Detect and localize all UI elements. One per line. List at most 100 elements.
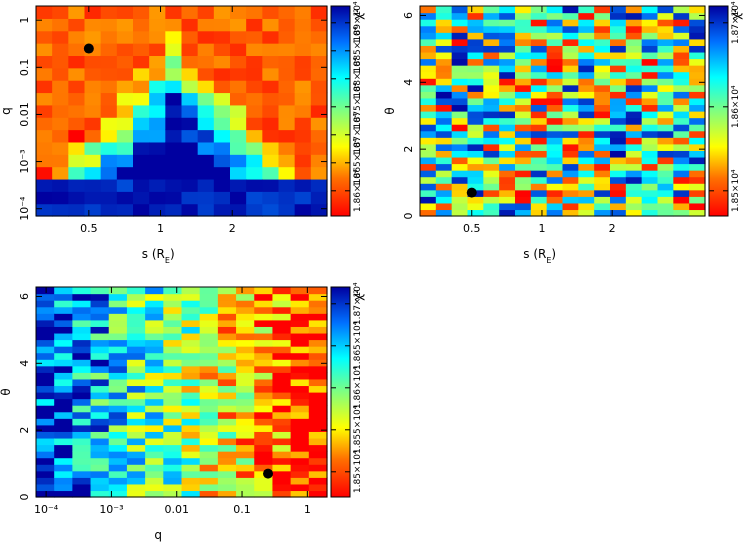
heatmap-cell <box>625 32 643 40</box>
heatmap-cell <box>673 183 690 191</box>
heatmap-cell <box>578 78 595 86</box>
heatmap-cell <box>290 437 310 446</box>
heatmap-cell <box>420 12 437 20</box>
heatmap-cell <box>36 444 55 452</box>
heatmap-cell <box>451 176 469 184</box>
heatmap-cell <box>54 470 73 478</box>
heatmap-cell <box>108 352 128 360</box>
heatmap-cell <box>149 55 166 69</box>
heatmap-cell <box>278 6 296 19</box>
heatmap-cell <box>36 141 53 155</box>
heatmap-cell <box>116 30 134 44</box>
y-tick-label: 10⁻³ <box>18 149 31 173</box>
heatmap-cell <box>530 19 548 27</box>
heatmap-cell <box>72 339 92 347</box>
heatmap-cell <box>689 38 706 46</box>
heatmap-cell <box>246 203 263 217</box>
heatmap-cell <box>610 176 627 184</box>
y-axis-label: θ <box>383 107 397 114</box>
heatmap-cell <box>262 67 280 81</box>
heatmap-cell <box>272 378 292 387</box>
heatmap-cell <box>254 313 274 321</box>
heatmap-cell <box>610 84 627 92</box>
heatmap-cell <box>294 178 312 192</box>
heatmap-cell <box>578 183 595 191</box>
heatmap-cell <box>217 346 237 354</box>
heatmap-cell <box>451 117 469 125</box>
heatmap-cell <box>308 470 328 478</box>
heatmap-cell <box>310 141 328 155</box>
heatmap-cell <box>72 385 92 393</box>
heatmap-cell <box>230 92 247 106</box>
heatmap-cell <box>625 104 643 112</box>
heatmap-cell <box>689 78 706 86</box>
heatmap-cell <box>625 170 643 178</box>
heatmap-cell <box>68 154 86 168</box>
heatmap-cell <box>562 38 579 46</box>
heatmap-cell <box>149 18 166 32</box>
heatmap-cell <box>230 117 247 131</box>
heatmap-cell <box>165 104 183 118</box>
heatmap-cell <box>116 129 134 143</box>
heatmap-cell <box>133 6 150 19</box>
heatmap-cell <box>594 183 611 191</box>
heatmap-cell <box>467 196 484 204</box>
heatmap-cell <box>199 287 219 295</box>
heatmap-cell <box>530 170 548 178</box>
heatmap-cell <box>68 67 86 81</box>
y-axis-label: θ <box>0 388 13 395</box>
heatmap-cell <box>657 25 674 33</box>
heatmap-cell <box>36 352 55 360</box>
heatmap-cell <box>246 117 263 131</box>
heatmap-cell <box>254 378 274 387</box>
heatmap-cell <box>36 451 55 459</box>
heatmap-cell <box>116 141 134 155</box>
heatmap-cell <box>54 398 73 406</box>
heatmap-cell <box>515 104 532 112</box>
heatmap-cell <box>246 43 263 57</box>
heatmap-cell <box>625 38 643 46</box>
heatmap-cell <box>515 45 532 53</box>
heatmap-cell <box>126 444 146 452</box>
heatmap-cell <box>68 191 86 205</box>
y-tick-label: 0 <box>18 494 31 501</box>
heatmap-cell <box>546 202 564 211</box>
heatmap-cell <box>100 18 118 32</box>
heatmap-cell <box>52 154 69 168</box>
heatmap-cell <box>562 130 579 138</box>
heatmap-cell <box>108 385 128 393</box>
heatmap-cell <box>165 166 183 180</box>
heatmap-cell <box>54 431 73 439</box>
heatmap-cell <box>72 451 92 459</box>
heatmap-cell <box>578 6 595 14</box>
heatmap-cell <box>420 58 437 66</box>
heatmap-cell <box>133 141 150 155</box>
heatmap-cell <box>657 84 674 92</box>
heatmap-cell <box>546 78 564 86</box>
heatmap-cell <box>499 137 516 145</box>
heatmap-cell <box>272 352 292 360</box>
heatmap-cell <box>163 424 183 432</box>
heatmap-cell <box>562 32 579 40</box>
heatmap-cell <box>467 156 484 165</box>
colorbar <box>330 5 351 217</box>
heatmap-cell <box>562 104 579 112</box>
heatmap-cell <box>483 163 500 171</box>
heatmap-cell <box>181 444 201 452</box>
heatmap-cell <box>213 43 231 57</box>
heatmap-cell <box>108 437 128 446</box>
heatmap-cell <box>420 65 437 73</box>
heatmap-cell <box>689 117 706 125</box>
heatmap-cell <box>84 203 102 217</box>
heatmap-cell <box>689 176 706 184</box>
heatmap-cell <box>217 300 237 308</box>
heatmap-cell <box>181 352 201 360</box>
heatmap-cell <box>163 372 183 380</box>
heatmap-cell <box>254 300 274 308</box>
heatmap-cell <box>217 451 237 459</box>
heatmap-cell <box>420 45 437 53</box>
heatmap-cell <box>126 483 146 492</box>
heatmap-cell <box>578 137 595 145</box>
heatmap-cell <box>594 25 611 33</box>
heatmap-cell <box>657 71 674 79</box>
